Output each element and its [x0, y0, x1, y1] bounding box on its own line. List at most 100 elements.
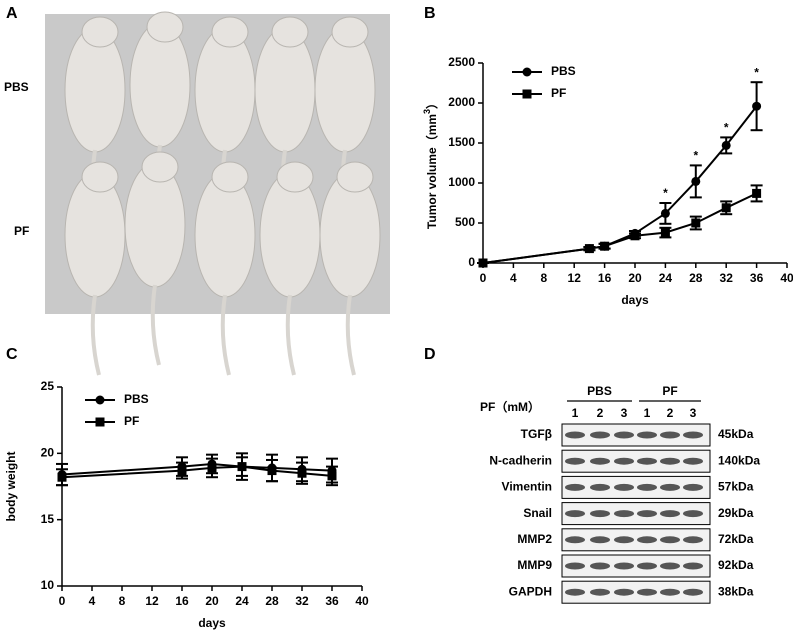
- marker: [297, 468, 307, 478]
- panel-label: C: [6, 346, 18, 363]
- mouse-head: [81, 16, 119, 48]
- size-label: 140kDa: [718, 453, 760, 467]
- x-tick-label: 8: [540, 271, 547, 285]
- band: [637, 588, 657, 596]
- panel-label: A: [6, 5, 18, 22]
- band: [614, 431, 634, 439]
- mouse-tail: [220, 294, 231, 376]
- y-axis-label-text: body weight: [4, 452, 18, 522]
- mouse-head: [211, 16, 249, 48]
- legend-label: PF: [551, 86, 566, 100]
- blot-header: PF（mM）: [480, 399, 540, 414]
- marker: [522, 89, 532, 99]
- band: [637, 483, 657, 491]
- y-tick-label: 20: [41, 446, 55, 460]
- band: [683, 536, 703, 544]
- size-label: 38kDa: [718, 584, 754, 598]
- band: [614, 536, 634, 544]
- band: [637, 536, 657, 544]
- marker: [691, 176, 701, 186]
- mouse-head: [336, 161, 374, 193]
- band: [660, 536, 680, 544]
- lane-label: 3: [621, 406, 628, 420]
- x-tick-label: 40: [355, 594, 369, 608]
- band: [565, 536, 585, 544]
- band: [683, 510, 703, 518]
- marker: [752, 101, 762, 111]
- marker: [691, 218, 701, 228]
- marker: [95, 395, 105, 405]
- y-axis-label-sup: 3: [422, 109, 432, 114]
- marker: [95, 417, 105, 427]
- marker: [584, 244, 594, 254]
- band: [590, 510, 610, 518]
- x-tick-label: 4: [510, 271, 517, 285]
- mouse-head: [211, 161, 249, 193]
- protein-label: Vimentin: [502, 480, 552, 494]
- marker: [237, 462, 247, 472]
- marker: [600, 241, 610, 251]
- y-tick-label: 15: [41, 512, 55, 526]
- marker: [660, 208, 670, 218]
- band: [660, 562, 680, 570]
- marker: [522, 67, 532, 77]
- band: [565, 483, 585, 491]
- marker: [327, 471, 337, 481]
- band: [637, 431, 657, 439]
- band: [590, 536, 610, 544]
- x-tick-label: 32: [720, 271, 734, 285]
- band: [660, 483, 680, 491]
- x-tick-label: 28: [265, 594, 279, 608]
- band: [683, 588, 703, 596]
- protein-label: MMP2: [517, 532, 552, 546]
- marker: [752, 188, 762, 198]
- lane-label: 3: [690, 406, 697, 420]
- marker: [57, 472, 67, 482]
- series-line: [482, 105, 758, 264]
- lane-label: 2: [597, 406, 604, 420]
- group-label: PF: [662, 384, 677, 398]
- legend-label: PBS: [551, 64, 576, 78]
- y-axis-label-end: ）: [424, 97, 439, 109]
- size-label: 57kDa: [718, 480, 754, 494]
- size-label: 45kDa: [718, 427, 754, 441]
- mouse-head: [141, 151, 179, 183]
- x-tick-label: 20: [628, 271, 642, 285]
- mouse-head: [146, 11, 184, 43]
- band: [565, 457, 585, 465]
- band: [660, 588, 680, 596]
- band: [660, 457, 680, 465]
- x-axis-label: days: [198, 616, 226, 630]
- size-label: 72kDa: [718, 532, 754, 546]
- band: [683, 457, 703, 465]
- size-label: 92kDa: [718, 558, 754, 572]
- significance-star: *: [663, 186, 668, 200]
- band: [660, 431, 680, 439]
- x-tick-label: 24: [659, 271, 673, 285]
- band: [637, 457, 657, 465]
- blot-strip: [561, 554, 711, 578]
- band: [637, 510, 657, 518]
- x-tick-label: 16: [598, 271, 612, 285]
- size-label: 29kDa: [718, 506, 754, 520]
- protein-label: GAPDH: [509, 584, 552, 598]
- band: [565, 588, 585, 596]
- x-tick-label: 24: [235, 594, 249, 608]
- lane-label: 2: [667, 406, 674, 420]
- y-tick-label: 0: [468, 255, 475, 269]
- x-tick-label: 20: [205, 594, 219, 608]
- band: [565, 431, 585, 439]
- blot-strip: [561, 502, 711, 526]
- x-tick-label: 0: [59, 594, 66, 608]
- y-tick-label: 1000: [448, 175, 475, 189]
- band: [614, 562, 634, 570]
- blot-strip: [561, 423, 711, 447]
- band: [660, 510, 680, 518]
- x-tick-label: 36: [325, 594, 339, 608]
- band: [590, 431, 610, 439]
- row-label: PF: [14, 224, 29, 238]
- y-tick-label: 2500: [448, 55, 475, 69]
- marker: [721, 203, 731, 213]
- mouse-head: [271, 16, 309, 48]
